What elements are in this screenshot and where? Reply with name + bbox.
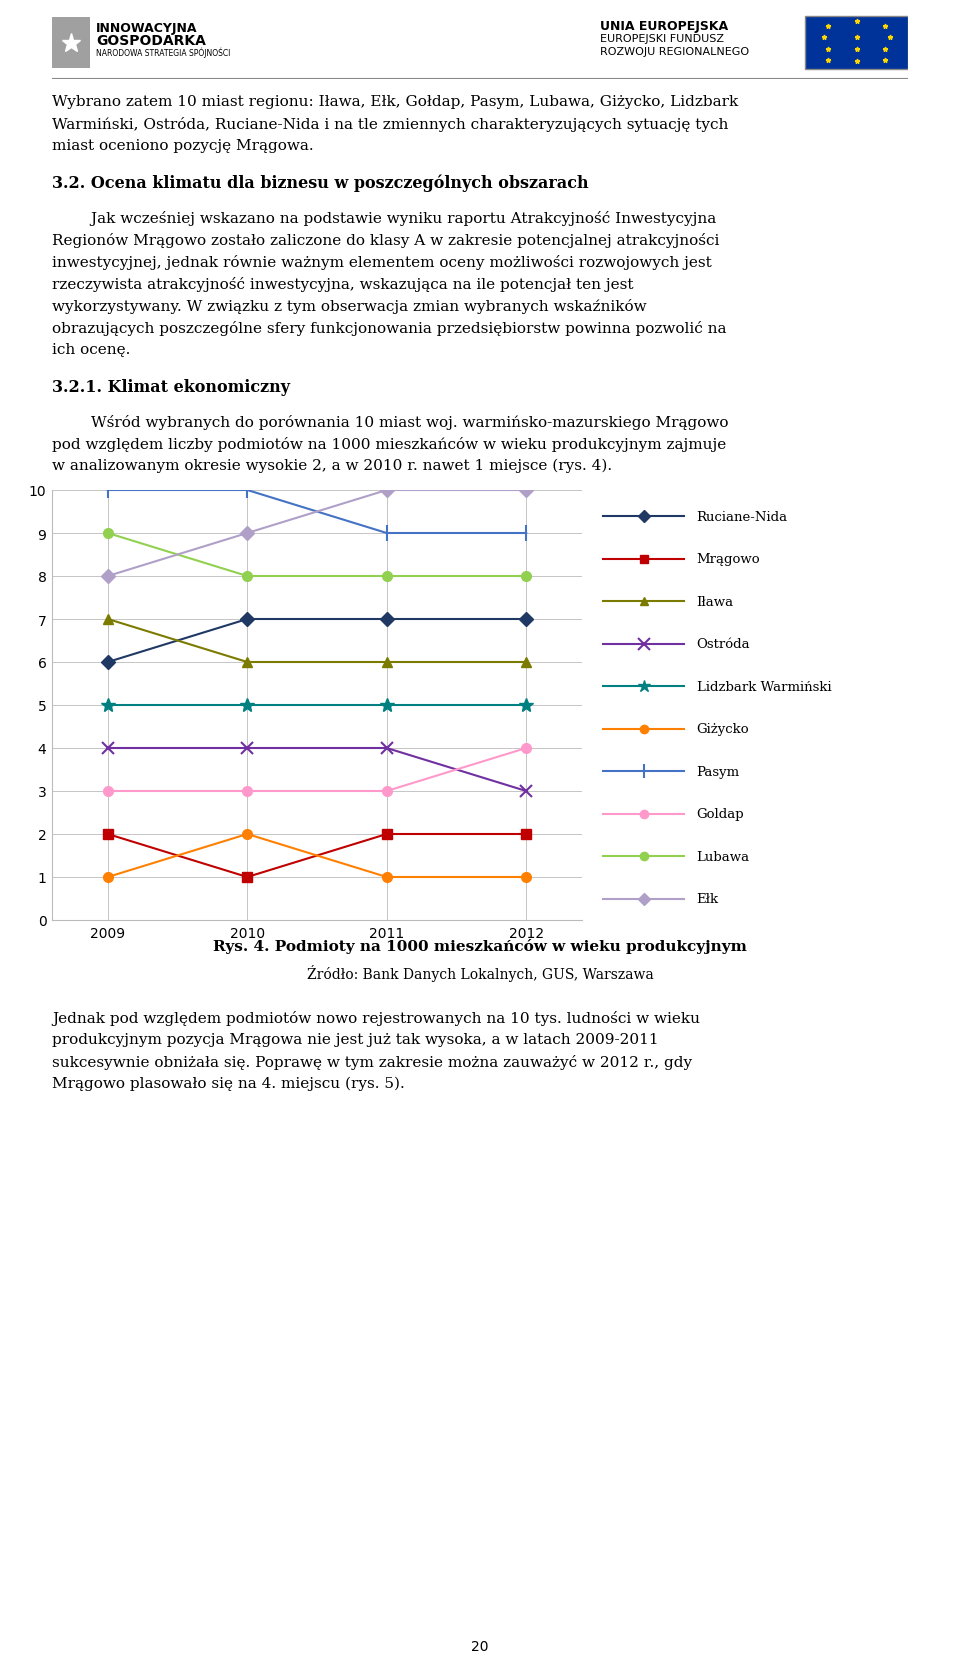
Text: 3.2.1. Klimat ekonomiczny: 3.2.1. Klimat ekonomiczny: [52, 378, 290, 397]
Text: obrazujących poszczególne sfery funkcjonowania przedsiębiorstw powinna pozwolić : obrazujących poszczególne sfery funkcjon…: [52, 321, 727, 336]
Text: Ruciane-Nida: Ruciane-Nida: [697, 510, 787, 524]
Bar: [52, 18, 90, 69]
Text: Pasym: Pasym: [697, 765, 739, 778]
Text: rzeczywista atrakcyjność inwestycyjna, wskazująca na ile potencjał ten jest: rzeczywista atrakcyjność inwestycyjna, w…: [52, 276, 634, 291]
Text: w analizowanym okresie wysokie 2, a w 2010 r. nawet 1 miejsce (rys. 4).: w analizowanym okresie wysokie 2, a w 20…: [52, 458, 612, 473]
Text: INNOWACYJNA: INNOWACYJNA: [96, 22, 198, 35]
Text: Mrągowo plasowało się na 4. miejscu (rys. 5).: Mrągowo plasowało się na 4. miejscu (rys…: [52, 1076, 405, 1091]
Text: Giżycko: Giżycko: [697, 723, 749, 736]
Text: NARODOWA STRATEGIA SPÓJNOŚCI: NARODOWA STRATEGIA SPÓJNOŚCI: [96, 47, 230, 57]
Text: wykorzystywany. W związku z tym obserwacja zmian wybranych wskaźników: wykorzystywany. W związku z tym obserwac…: [52, 299, 647, 315]
Text: EUROPEJSKI FUNDUSZ: EUROPEJSKI FUNDUSZ: [600, 33, 724, 43]
Text: Goldap: Goldap: [697, 808, 744, 821]
Text: UNIA EUROPEJSKA: UNIA EUROPEJSKA: [600, 20, 728, 33]
Text: Lubawa: Lubawa: [697, 850, 750, 863]
Text: produkcyjnym pozycja Mrągowa nie jest już tak wysoka, a w latach 2009-2011: produkcyjnym pozycja Mrągowa nie jest ju…: [52, 1032, 659, 1046]
Text: inwestycyjnej, jednak równie ważnym elementem oceny możliwości rozwojowych jest: inwestycyjnej, jednak równie ważnym elem…: [52, 254, 711, 269]
Text: Mrągowo: Mrągowo: [697, 552, 760, 565]
Text: Jak wcześniej wskazano na podstawie wyniku raportu Atrakcyjność Inwestycyjna: Jak wcześniej wskazano na podstawie wyni…: [52, 211, 716, 226]
Text: ich ocenę.: ich ocenę.: [52, 343, 131, 356]
Bar: [805, 17, 908, 70]
Text: Ełk: Ełk: [697, 893, 719, 905]
Text: Źródło: Bank Danych Lokalnych, GUS, Warszawa: Źródło: Bank Danych Lokalnych, GUS, Wars…: [306, 964, 654, 982]
Text: 20: 20: [471, 1640, 489, 1653]
Text: ROZWOJU REGIONALNEGO: ROZWOJU REGIONALNEGO: [600, 47, 749, 57]
Text: Warmiński, Ostróda, Ruciane-Nida i na tle zmiennych charakteryzujących sytuację : Warmiński, Ostróda, Ruciane-Nida i na tl…: [52, 117, 729, 132]
Text: pod względem liczby podmiotów na 1000 mieszkańców w wieku produkcyjnym zajmuje: pod względem liczby podmiotów na 1000 mi…: [52, 437, 727, 452]
Text: Ostróda: Ostróda: [697, 637, 750, 651]
Text: Wśród wybranych do porównania 10 miast woj. warmińsko-mazurskiego Mrągowo: Wśród wybranych do porównania 10 miast w…: [52, 415, 729, 430]
Text: Jednak pod względem podmiotów nowo rejestrowanych na 10 tys. ludności w wieku: Jednak pod względem podmiotów nowo rejes…: [52, 1010, 700, 1026]
Text: sukcesywnie obniżała się. Poprawę w tym zakresie można zauważyć w 2012 r., gdy: sukcesywnie obniżała się. Poprawę w tym …: [52, 1054, 692, 1069]
Text: Iława: Iława: [697, 596, 733, 609]
Text: 3.2. Ocena klimatu dla biznesu w poszczególnych obszarach: 3.2. Ocena klimatu dla biznesu w poszcze…: [52, 176, 588, 192]
Text: Rys. 4. Podmioty na 1000 mieszkańców w wieku produkcyjnym: Rys. 4. Podmioty na 1000 mieszkańców w w…: [213, 939, 747, 954]
Text: Regionów Mrągowo zostało zaliczone do klasy A w zakresie potencjalnej atrakcyjno: Regionów Mrągowo zostało zaliczone do kl…: [52, 233, 719, 248]
Text: GOSPODARKA: GOSPODARKA: [96, 33, 205, 49]
Text: Wybrano zatem 10 miast regionu: Iława, Ełk, Gołdap, Pasym, Lubawa, Giżycko, Lidz: Wybrano zatem 10 miast regionu: Iława, E…: [52, 95, 738, 109]
Text: miast oceniono pozycję Mrągowa.: miast oceniono pozycję Mrągowa.: [52, 139, 314, 152]
Text: Lidzbark Warmiński: Lidzbark Warmiński: [697, 681, 831, 693]
